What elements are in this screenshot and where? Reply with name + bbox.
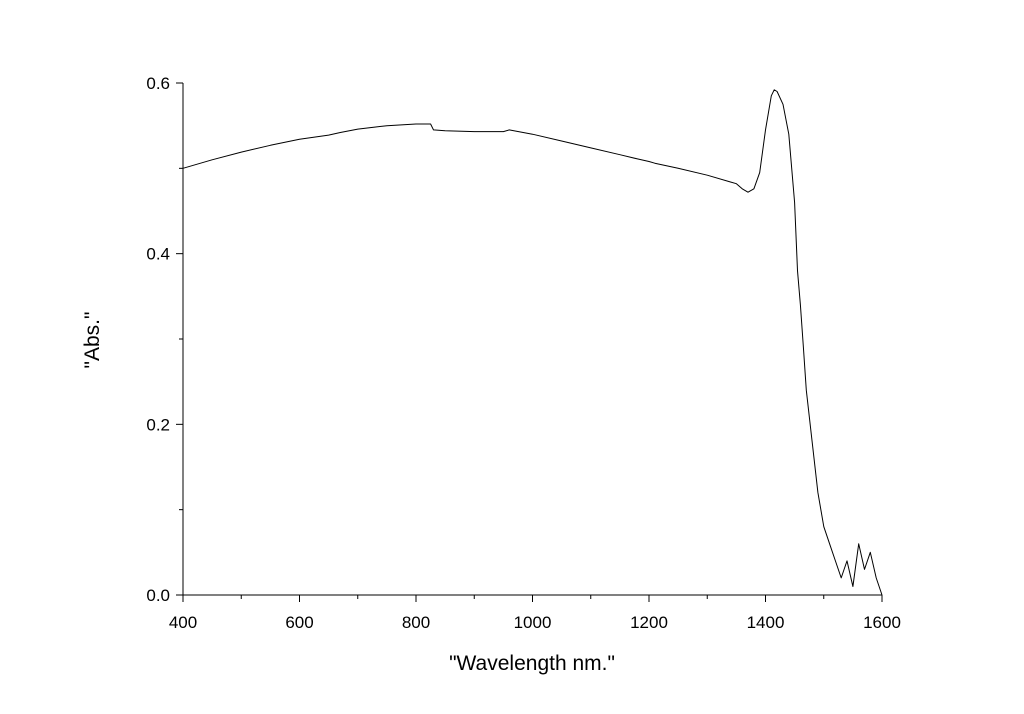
x-tick-label: 600 (285, 613, 313, 632)
y-tick-label: 0.0 (146, 586, 170, 605)
x-tick-label: 1400 (747, 613, 785, 632)
series-layer (182, 89, 883, 596)
y-ticks: 0.0 0.2 0.4 0.6 (146, 74, 183, 605)
y-tick-label: 0.2 (146, 415, 170, 434)
x-tick-label: 1200 (630, 613, 668, 632)
series-line (182, 89, 883, 596)
y-tick-label: 0.6 (146, 74, 170, 93)
plot-area: 400 600 800 1000 1200 1400 1600 0.0 0.2 0.4 0.6 (146, 74, 901, 632)
x-tick-label: 800 (402, 613, 430, 632)
x-tick-label: 1000 (514, 613, 552, 632)
y-axis-title: "Abs." (81, 312, 104, 369)
x-axis-title: "Wavelength nm." (449, 652, 615, 675)
x-ticks: 400 600 800 1000 1200 1400 1600 (169, 595, 901, 632)
y-tick-label: 0.4 (146, 245, 170, 264)
x-tick-label: 1600 (863, 613, 901, 632)
x-tick-label: 400 (169, 613, 197, 632)
